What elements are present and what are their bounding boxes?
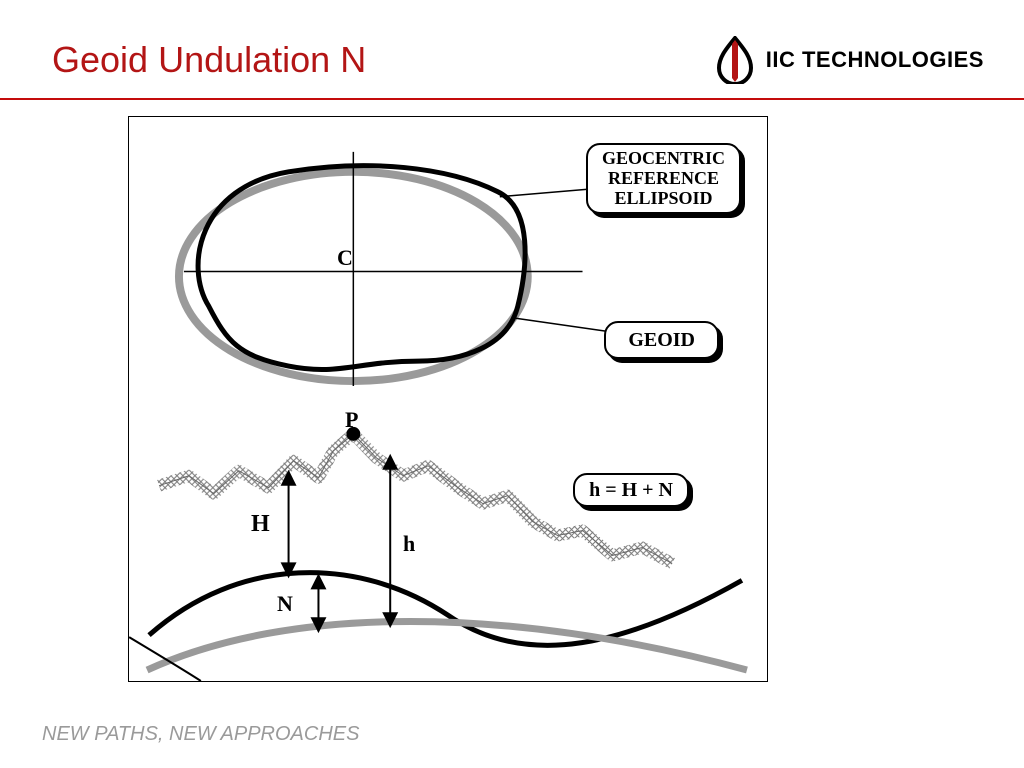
ellipsoid-box: GEOCENTRICREFERENCEELLIPSOID	[586, 143, 741, 214]
label-P: P	[345, 407, 358, 433]
ellipsoid-leader	[500, 189, 594, 197]
label-H: H	[251, 511, 270, 538]
lower-diagram	[129, 427, 747, 681]
formula-text: h = H + N	[589, 479, 673, 501]
corner-arc	[129, 637, 201, 681]
slide: Geoid Undulation N IIC TECHNOLOGIES	[0, 0, 1024, 768]
footer-tagline: NEW PATHS, NEW APPROACHES	[42, 723, 359, 746]
label-N: N	[277, 591, 293, 617]
ellipsoid-section	[147, 621, 747, 670]
company-logo: IIC TECHNOLOGIES	[714, 36, 984, 84]
upper-diagram	[179, 152, 627, 386]
figure-frame: C P H h N GEOCENTRICREFERENCEELLIPSOID G…	[128, 116, 768, 682]
geoid-box-text: GEOID	[628, 329, 695, 351]
slide-title: Geoid Undulation N	[52, 39, 366, 81]
formula-box: h = H + N	[573, 473, 689, 507]
label-h-small: h	[403, 531, 415, 557]
ellipsoid-box-text: GEOCENTRICREFERENCEELLIPSOID	[602, 148, 725, 208]
label-C: C	[337, 245, 353, 271]
header: Geoid Undulation N IIC TECHNOLOGIES	[52, 32, 984, 88]
header-rule	[0, 98, 1024, 100]
geoid-section	[149, 573, 742, 646]
geoid-box: GEOID	[604, 321, 719, 359]
logo-mark-icon	[714, 36, 756, 84]
logo-text: IIC TECHNOLOGIES	[766, 47, 984, 73]
